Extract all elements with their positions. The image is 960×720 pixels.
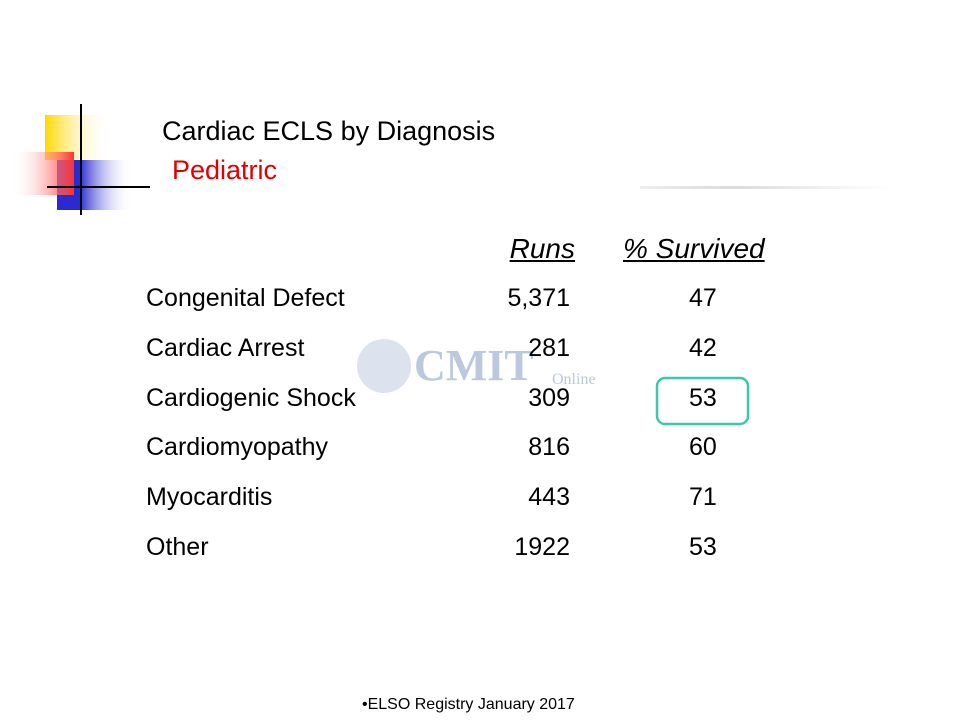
watermark-globe bbox=[357, 339, 411, 393]
subtitle: Pediatric bbox=[172, 155, 278, 185]
column-header: % Survived bbox=[623, 233, 765, 264]
highlight-box bbox=[655, 376, 750, 426]
runs-cell: 309 bbox=[528, 383, 570, 412]
runs-cell: 1922 bbox=[514, 533, 570, 561]
row-label: Cardiomyopathy bbox=[146, 433, 329, 462]
runs-cell: 443 bbox=[528, 483, 570, 512]
row-label: Other bbox=[146, 533, 209, 561]
survival-cell: 53 bbox=[689, 383, 717, 412]
title: Cardiac ECLS by Diagnosis bbox=[162, 116, 496, 146]
watermark-name: CMIT bbox=[414, 341, 534, 390]
rule-right bbox=[640, 186, 890, 189]
footer: ELSO Registry January 2017 bbox=[362, 696, 575, 714]
watermark-tag: Online bbox=[552, 371, 596, 388]
runs-cell: 816 bbox=[528, 433, 570, 462]
square-red bbox=[12, 152, 74, 195]
row-label: Myocarditis bbox=[146, 483, 273, 512]
runs-cell: 281 bbox=[528, 333, 570, 362]
survival-cell: 71 bbox=[689, 483, 717, 512]
column-header: Runs bbox=[509, 233, 575, 264]
survival-cell: 42 bbox=[689, 333, 717, 362]
row-label: Cardiac Arrest bbox=[146, 333, 305, 362]
row-label: Cardiogenic Shock bbox=[146, 383, 356, 412]
row-label: Congenital Defect bbox=[146, 284, 345, 312]
survival-cell: 53 bbox=[689, 533, 717, 561]
survival-cell: 60 bbox=[689, 433, 717, 462]
survival-cell: 47 bbox=[689, 284, 717, 312]
runs-cell: 5,371 bbox=[507, 284, 570, 312]
